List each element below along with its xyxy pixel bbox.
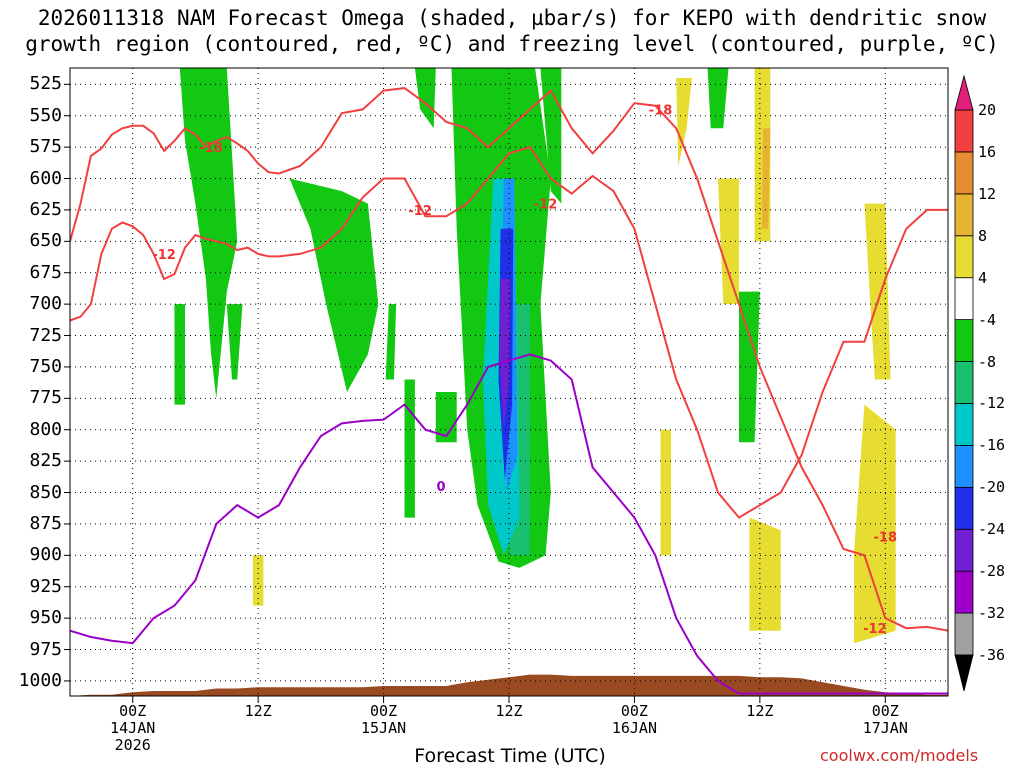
x-tick-label-6-1: 17JAN — [862, 719, 908, 737]
y-tick-label-950: 950 — [29, 607, 62, 629]
omega-region-25 — [761, 128, 771, 229]
contour-line-0 — [70, 87, 948, 632]
omega-region-0 — [179, 68, 238, 399]
omega-shading-group — [70, 68, 948, 696]
y-tick-label-850: 850 — [29, 481, 62, 503]
omega-region-3 — [289, 178, 379, 392]
colorbar-bin-8 — [954, 277, 974, 321]
colorbar-bin-3 — [954, 486, 974, 530]
contour-label-1: -12 — [152, 248, 176, 263]
colorbar-label-4: -20 — [978, 478, 1006, 497]
colorbar-top-arrow — [954, 74, 974, 111]
y-tick-label-675: 675 — [29, 261, 62, 283]
title-line-1: 2026011318 NAM Forecast Omega (shaded, µ… — [37, 6, 987, 30]
title-line-2: growth region (contoured, red, ºC) and f… — [25, 32, 999, 56]
x-axis-title: Forecast Time (UTC) — [414, 745, 606, 767]
colorbar-bin-10 — [954, 193, 974, 237]
y-tick-label-1000: 1000 — [18, 669, 62, 691]
colorbar-label-6: -12 — [978, 394, 1006, 413]
colorbar-bin-12 — [954, 109, 974, 153]
x-tick-label-2-1: 15JAN — [360, 719, 407, 737]
y-tick-label-875: 875 — [29, 512, 62, 534]
contour-label-2: -12 — [408, 204, 432, 219]
omega-region-24 — [252, 555, 264, 606]
y-tick-label-825: 825 — [29, 450, 62, 472]
omega-region-2 — [226, 304, 243, 380]
omega-region-11 — [707, 68, 729, 129]
contour-label-5: -18 — [874, 530, 898, 545]
colorbar-bin-9 — [954, 235, 974, 279]
contour-label-7: 0 — [437, 480, 446, 495]
omega-region-16 — [499, 279, 510, 430]
x-tick-label-3-0: 12Z — [495, 702, 523, 720]
colorbar-label-11: 12 — [978, 184, 997, 203]
contour-label-3: -12 — [534, 198, 558, 213]
colorbar-label-1: -32 — [978, 604, 1006, 623]
y-tick-label-900: 900 — [29, 544, 62, 566]
terrain — [70, 674, 948, 696]
watermark[interactable]: coolwx.com/models — [820, 746, 979, 765]
y-tick-label-750: 750 — [29, 355, 62, 377]
omega-region-22 — [749, 517, 781, 631]
y-tick-label-700: 700 — [29, 293, 62, 315]
colorbar-label-7: -8 — [978, 352, 997, 371]
contour-line-2 — [70, 353, 948, 695]
x-tick-label-0-2: 2026 — [114, 736, 151, 754]
colorbar-label-0: -36 — [978, 646, 1006, 664]
contour-label-0: -18 — [199, 141, 223, 156]
y-tick-label-625: 625 — [29, 198, 62, 220]
y-tick-label-650: 650 — [29, 230, 62, 252]
colorbar-label-13: 20 — [978, 101, 997, 119]
omega-region-1 — [174, 304, 185, 405]
colorbar-label-10: 8 — [978, 226, 988, 245]
colorbar-label-12: 16 — [978, 142, 997, 161]
x-tick-label-1-0: 12Z — [244, 702, 272, 720]
colorbar-bin-1 — [954, 570, 974, 614]
colorbar-label-3: -24 — [978, 520, 1006, 539]
colorbar-bottom-arrow — [954, 654, 974, 692]
colorbar-bin-6 — [954, 361, 974, 404]
contour-label-6: -12 — [863, 622, 887, 637]
omega-region-4 — [414, 68, 436, 129]
colorbar-label-8: -4 — [978, 310, 997, 329]
y-tick-label-575: 575 — [29, 136, 62, 158]
contour-label-4: -18 — [649, 103, 673, 118]
y-tick-label-800: 800 — [29, 418, 62, 440]
x-tick-label-5-0: 12Z — [746, 702, 774, 720]
omega-region-10 — [739, 291, 760, 443]
y-tick-label-600: 600 — [29, 167, 62, 189]
omega-region-20 — [864, 203, 891, 380]
colorbar-bin-7 — [954, 319, 974, 362]
colorbar-label-2: -28 — [978, 562, 1006, 581]
y-tick-label-775: 775 — [29, 387, 62, 409]
omega-region-17 — [676, 78, 692, 166]
x-tick-label-6-0: 00Z — [871, 702, 899, 720]
x-tick-label-0-0: 00Z — [119, 702, 147, 720]
y-tick-label-725: 725 — [29, 324, 62, 346]
colorbar-bin-11 — [954, 151, 974, 195]
x-tick-label-4-1: 16JAN — [611, 719, 657, 737]
y-tick-label-525: 525 — [29, 73, 62, 95]
colorbar-label-9: 4 — [978, 268, 988, 287]
colorbar-bin-2 — [954, 528, 974, 572]
x-tick-label-4-0: 00Z — [620, 702, 648, 720]
colorbar-bin-5 — [954, 403, 974, 446]
contour-line-1 — [70, 145, 948, 519]
y-tick-label-975: 975 — [29, 638, 62, 660]
x-tick-label-0-1: 14JAN — [110, 719, 156, 737]
colorbar-label-5: -16 — [978, 436, 1006, 455]
omega-region-6 — [385, 304, 397, 380]
omega-region-18 — [718, 178, 739, 305]
y-tick-label-550: 550 — [29, 104, 62, 126]
y-tick-label-925: 925 — [29, 575, 62, 597]
omega-region-7 — [404, 379, 415, 518]
colorbar-bin-4 — [954, 444, 974, 488]
colorbar-bin-0 — [954, 612, 974, 656]
x-tick-label-2-0: 00Z — [370, 702, 398, 720]
